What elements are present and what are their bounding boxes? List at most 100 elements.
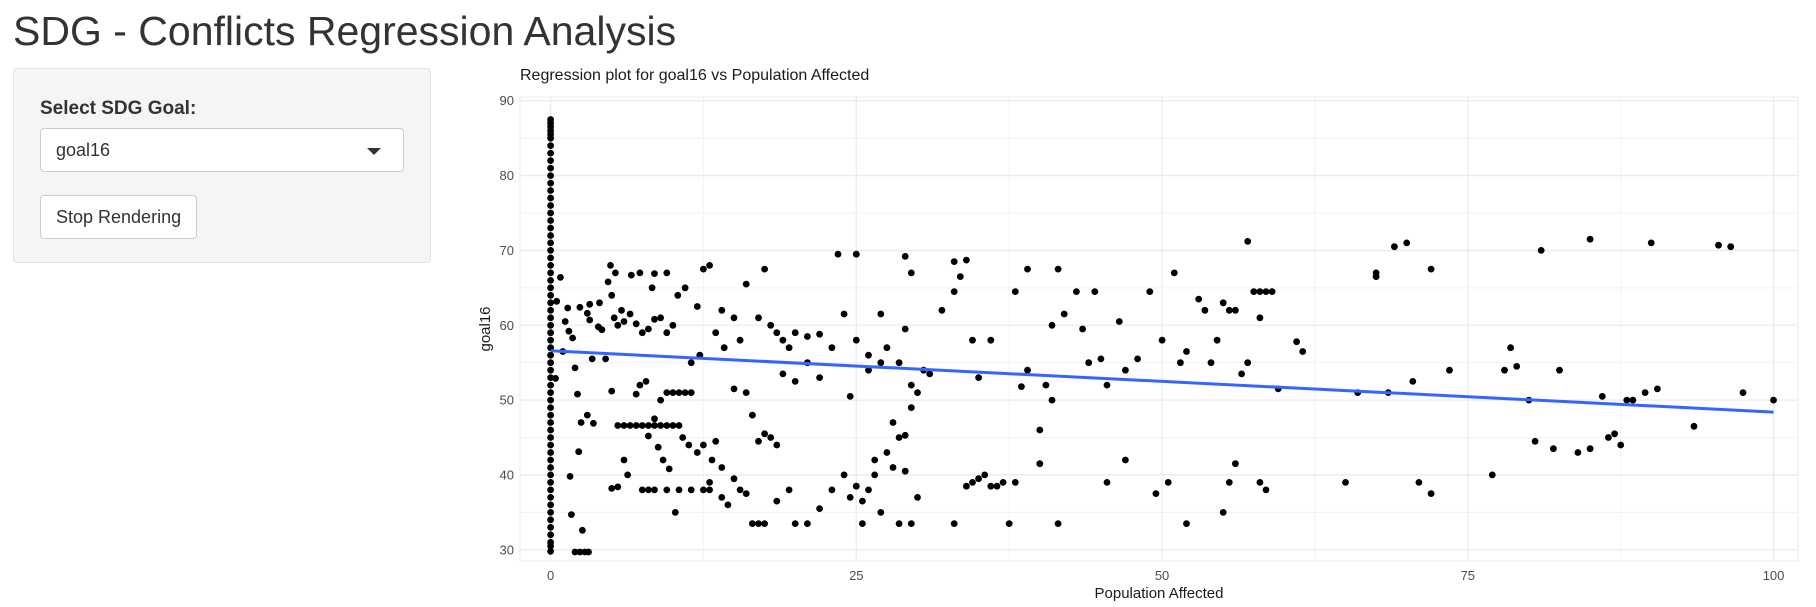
data-point: [993, 482, 1001, 490]
regression-chart: 0 25 50 75 100 30 40 50 60 70 80 90 Regression plot …: [477, 67, 1799, 602]
data-point: [901, 431, 909, 439]
data-point: [718, 306, 726, 314]
data-point: [564, 304, 572, 312]
data-point: [547, 299, 554, 307]
data-point: [586, 316, 594, 324]
data-point: [654, 443, 662, 451]
data-point: [645, 325, 652, 333]
data-point: [547, 389, 554, 396]
data-point: [547, 509, 554, 516]
y-tick-label: 60: [500, 318, 514, 333]
data-point: [602, 355, 609, 363]
data-point: [547, 359, 554, 367]
data-point: [569, 334, 576, 342]
data-point: [1054, 520, 1062, 527]
data-point: [700, 486, 707, 494]
data-point: [547, 396, 554, 404]
data-point: [663, 329, 671, 337]
data-point: [883, 449, 891, 456]
data-point: [579, 526, 586, 534]
data-point: [742, 280, 750, 288]
data-point: [561, 318, 569, 325]
data-point: [1036, 426, 1044, 434]
data-point: [1415, 479, 1423, 486]
data-point: [632, 422, 640, 429]
data-point: [773, 329, 781, 337]
y-tick-label: 30: [500, 542, 514, 557]
data-point: [547, 291, 554, 299]
data-point: [620, 422, 628, 429]
data-point: [547, 411, 554, 419]
data-point: [1586, 235, 1594, 243]
data-point: [547, 479, 554, 486]
data-point: [547, 321, 554, 329]
data-point: [636, 381, 644, 389]
data-point: [614, 321, 622, 329]
data-point: [588, 355, 596, 363]
data-point: [950, 520, 958, 527]
x-axis-label: Population Affected: [1095, 585, 1224, 602]
data-point: [773, 441, 781, 449]
data-point: [1391, 243, 1398, 251]
data-point: [547, 239, 554, 247]
goal-select[interactable]: goal16: [40, 128, 404, 172]
data-point: [583, 309, 591, 317]
data-point: [877, 509, 885, 516]
data-point: [1342, 479, 1349, 486]
data-point: [846, 393, 854, 400]
data-point: [665, 465, 673, 473]
data-point: [547, 172, 554, 179]
stop-rendering-button[interactable]: Stop Rendering: [40, 195, 198, 239]
data-point: [1238, 370, 1245, 378]
data-point: [1232, 306, 1239, 314]
chevron-down-icon: [367, 148, 381, 155]
data-point: [566, 473, 574, 480]
data-point: [999, 479, 1007, 486]
data-point: [895, 434, 903, 441]
data-point: [865, 351, 872, 359]
x-tick-label: 25: [849, 568, 863, 583]
data-point: [761, 265, 768, 273]
data-point: [1513, 363, 1521, 370]
data-point: [620, 456, 628, 464]
data-point: [828, 486, 836, 494]
y-tick-label: 50: [500, 393, 514, 408]
data-point: [1011, 479, 1019, 486]
data-point: [1372, 269, 1380, 277]
data-point: [1195, 295, 1203, 303]
data-point: [547, 494, 554, 501]
data-point: [1183, 348, 1190, 355]
data-point: [749, 520, 756, 527]
data-point: [1232, 460, 1239, 468]
data-point: [547, 523, 554, 531]
data-point: [547, 149, 554, 157]
data-point: [1647, 239, 1655, 247]
data-point: [706, 262, 713, 269]
data-point: [1256, 288, 1264, 295]
x-tick-label: 100: [1763, 568, 1785, 583]
data-point: [852, 250, 860, 258]
data-point: [571, 548, 579, 556]
data-point: [687, 486, 695, 494]
data-point: [547, 187, 554, 194]
data-point: [804, 333, 811, 340]
data-point: [638, 486, 646, 494]
data-point: [1598, 393, 1606, 400]
data-point: [1531, 437, 1539, 445]
data-point: [987, 336, 995, 344]
data-point: [557, 274, 564, 281]
data-point: [1103, 479, 1111, 486]
data-point: [700, 265, 707, 273]
data-point: [1550, 445, 1557, 453]
data-point: [1262, 486, 1270, 494]
data-point: [706, 479, 713, 486]
data-point: [975, 475, 982, 483]
data-point: [547, 224, 554, 232]
sidebar-panel: Select SDG Goal: goal16 Stop Rendering: [13, 68, 431, 263]
data-point: [706, 486, 713, 494]
data-point: [618, 306, 625, 314]
data-point: [547, 531, 554, 539]
data-point: [547, 277, 554, 284]
data-point: [547, 306, 554, 314]
data-point: [632, 390, 640, 398]
